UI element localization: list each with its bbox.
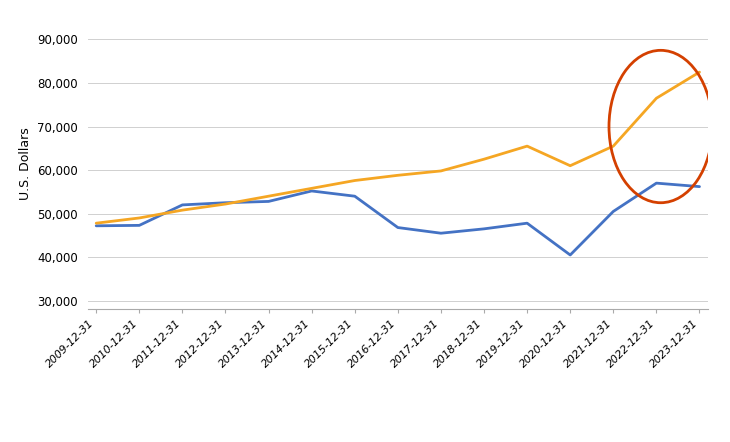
U.S.	[178, 207, 187, 213]
U.S.	[264, 194, 273, 199]
Canada	[480, 226, 488, 232]
Canada	[566, 252, 575, 258]
Line: Canada: Canada	[96, 183, 699, 255]
Canada	[264, 199, 273, 204]
Canada	[437, 231, 445, 236]
Canada	[609, 209, 618, 214]
Canada	[523, 221, 531, 226]
U.S.	[480, 156, 488, 162]
Canada	[221, 200, 230, 206]
U.S.	[92, 221, 101, 226]
Canada	[178, 202, 187, 208]
Canada	[695, 184, 704, 189]
Canada	[307, 188, 316, 194]
Canada	[652, 180, 661, 186]
Canada	[92, 223, 101, 229]
Canada	[393, 225, 402, 230]
U.S.	[609, 144, 618, 149]
U.S.	[652, 95, 661, 101]
U.S.	[523, 144, 531, 149]
Canada	[135, 223, 144, 228]
U.S.	[566, 163, 575, 168]
Y-axis label: U.S. Dollars: U.S. Dollars	[18, 127, 31, 200]
U.S.	[307, 186, 316, 191]
U.S.	[695, 69, 704, 75]
Line: U.S.: U.S.	[96, 72, 699, 223]
Legend: Canada, U.S.: Canada, U.S.	[318, 438, 478, 442]
U.S.	[437, 168, 445, 174]
U.S.	[393, 173, 402, 178]
U.S.	[350, 178, 359, 183]
U.S.	[135, 215, 144, 221]
U.S.	[221, 202, 230, 207]
Canada	[350, 194, 359, 199]
